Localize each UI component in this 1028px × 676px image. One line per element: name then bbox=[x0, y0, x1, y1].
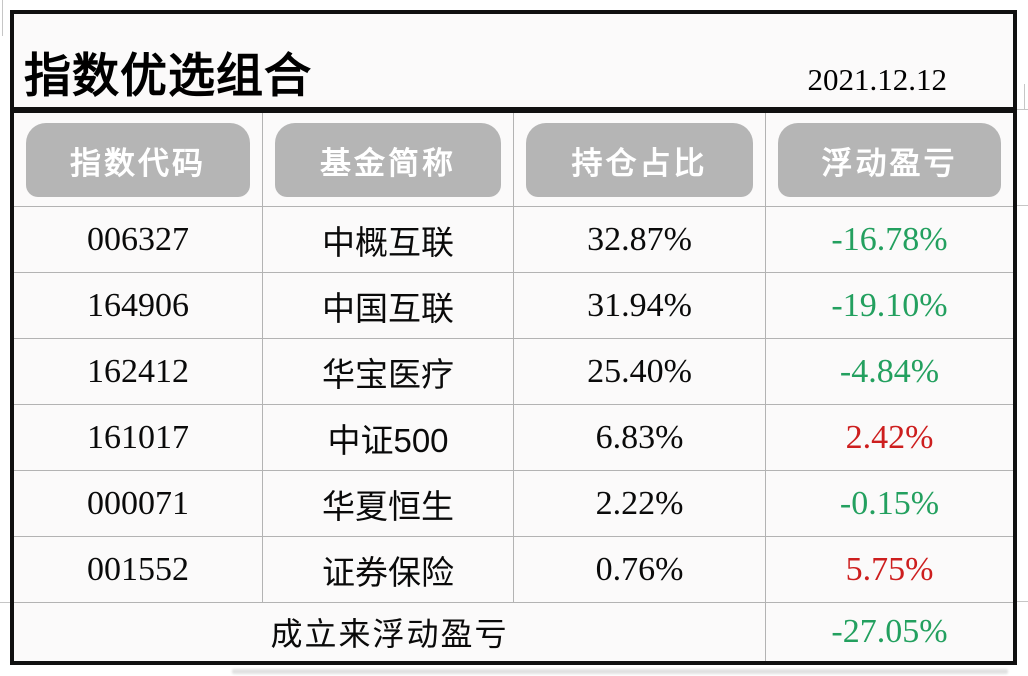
code-cell: 001552 bbox=[14, 537, 263, 602]
column-header-fund-name: 基金简称 bbox=[275, 123, 501, 197]
pnl-cell: -19.10% bbox=[766, 273, 1013, 338]
fund-name-cell: 中概互联 bbox=[263, 207, 514, 272]
cropped-row-artifact bbox=[232, 669, 1008, 674]
table-row: 161017 中证500 6.83% 2.42% bbox=[14, 405, 1013, 471]
report-date: 2021.12.12 bbox=[807, 62, 948, 97]
gridline-artifact bbox=[1016, 205, 1028, 206]
pnl-value: 5.75% bbox=[845, 550, 934, 588]
table-header-row: 指数代码 基金简称 持仓占比 浮动盈亏 bbox=[14, 113, 1013, 207]
fund-name-cell: 中证500 bbox=[263, 405, 514, 470]
pnl-value: -16.78% bbox=[831, 220, 948, 258]
title-bar: 指数优选组合 2021.12.12 bbox=[14, 14, 1013, 113]
holdings-table: 指数代码 基金简称 持仓占比 浮动盈亏 006327 中概互联 32.87% -… bbox=[14, 113, 1013, 661]
header-cell-index-code: 指数代码 bbox=[14, 113, 263, 206]
header-cell-pnl: 浮动盈亏 bbox=[766, 113, 1013, 206]
weight-cell: 0.76% bbox=[514, 537, 766, 602]
gridline-artifact bbox=[2, 0, 3, 36]
table-row: 000071 华夏恒生 2.22% -0.15% bbox=[14, 471, 1013, 537]
column-header-weight: 持仓占比 bbox=[526, 123, 753, 197]
fund-name-cell: 证券保险 bbox=[263, 537, 514, 602]
pnl-cell: -16.78% bbox=[766, 207, 1013, 272]
pnl-cell: 5.75% bbox=[766, 537, 1013, 602]
code-cell: 164906 bbox=[14, 273, 263, 338]
gridline-artifact bbox=[0, 602, 10, 603]
column-header-pnl: 浮动盈亏 bbox=[778, 123, 1001, 197]
pnl-value: -4.84% bbox=[839, 352, 940, 390]
pnl-value: 2.42% bbox=[845, 418, 934, 456]
summary-row: 成立来浮动盈亏 -27.05% bbox=[14, 603, 1013, 661]
code-cell: 162412 bbox=[14, 339, 263, 404]
gridline-artifact bbox=[1014, 601, 1028, 602]
gridline-artifact bbox=[1016, 109, 1028, 110]
weight-cell: 2.22% bbox=[514, 471, 766, 536]
weight-cell: 32.87% bbox=[514, 207, 766, 272]
pnl-value: -19.10% bbox=[831, 286, 948, 324]
header-cell-fund-name: 基金简称 bbox=[263, 113, 514, 206]
header-cell-weight: 持仓占比 bbox=[514, 113, 766, 206]
weight-cell: 31.94% bbox=[514, 273, 766, 338]
pnl-cell: 2.42% bbox=[766, 405, 1013, 470]
weight-cell: 25.40% bbox=[514, 339, 766, 404]
gridline-artifact bbox=[1024, 84, 1025, 110]
table-row: 001552 证券保险 0.76% 5.75% bbox=[14, 537, 1013, 603]
pnl-cell: -0.15% bbox=[766, 471, 1013, 536]
summary-pnl-value: -27.05% bbox=[831, 613, 948, 650]
fund-name-cell: 中国互联 bbox=[263, 273, 514, 338]
fund-name-cell: 华夏恒生 bbox=[263, 471, 514, 536]
fund-name-cell: 华宝医疗 bbox=[263, 339, 514, 404]
summary-pnl-cell: -27.05% bbox=[766, 603, 1013, 661]
page-title: 指数优选组合 bbox=[24, 49, 312, 102]
pnl-cell: -4.84% bbox=[766, 339, 1013, 404]
portfolio-frame: 指数优选组合 2021.12.12 指数代码 基金简称 持仓占比 浮动盈亏 00 bbox=[10, 10, 1017, 665]
table-row: 164906 中国互联 31.94% -19.10% bbox=[14, 273, 1013, 339]
table-row: 006327 中概互联 32.87% -16.78% bbox=[14, 207, 1013, 273]
code-cell: 161017 bbox=[14, 405, 263, 470]
weight-cell: 6.83% bbox=[514, 405, 766, 470]
table-row: 162412 华宝医疗 25.40% -4.84% bbox=[14, 339, 1013, 405]
summary-label: 成立来浮动盈亏 bbox=[14, 603, 766, 661]
pnl-value: -0.15% bbox=[839, 484, 940, 522]
column-header-index-code: 指数代码 bbox=[26, 123, 250, 197]
code-cell: 000071 bbox=[14, 471, 263, 536]
code-cell: 006327 bbox=[14, 207, 263, 272]
